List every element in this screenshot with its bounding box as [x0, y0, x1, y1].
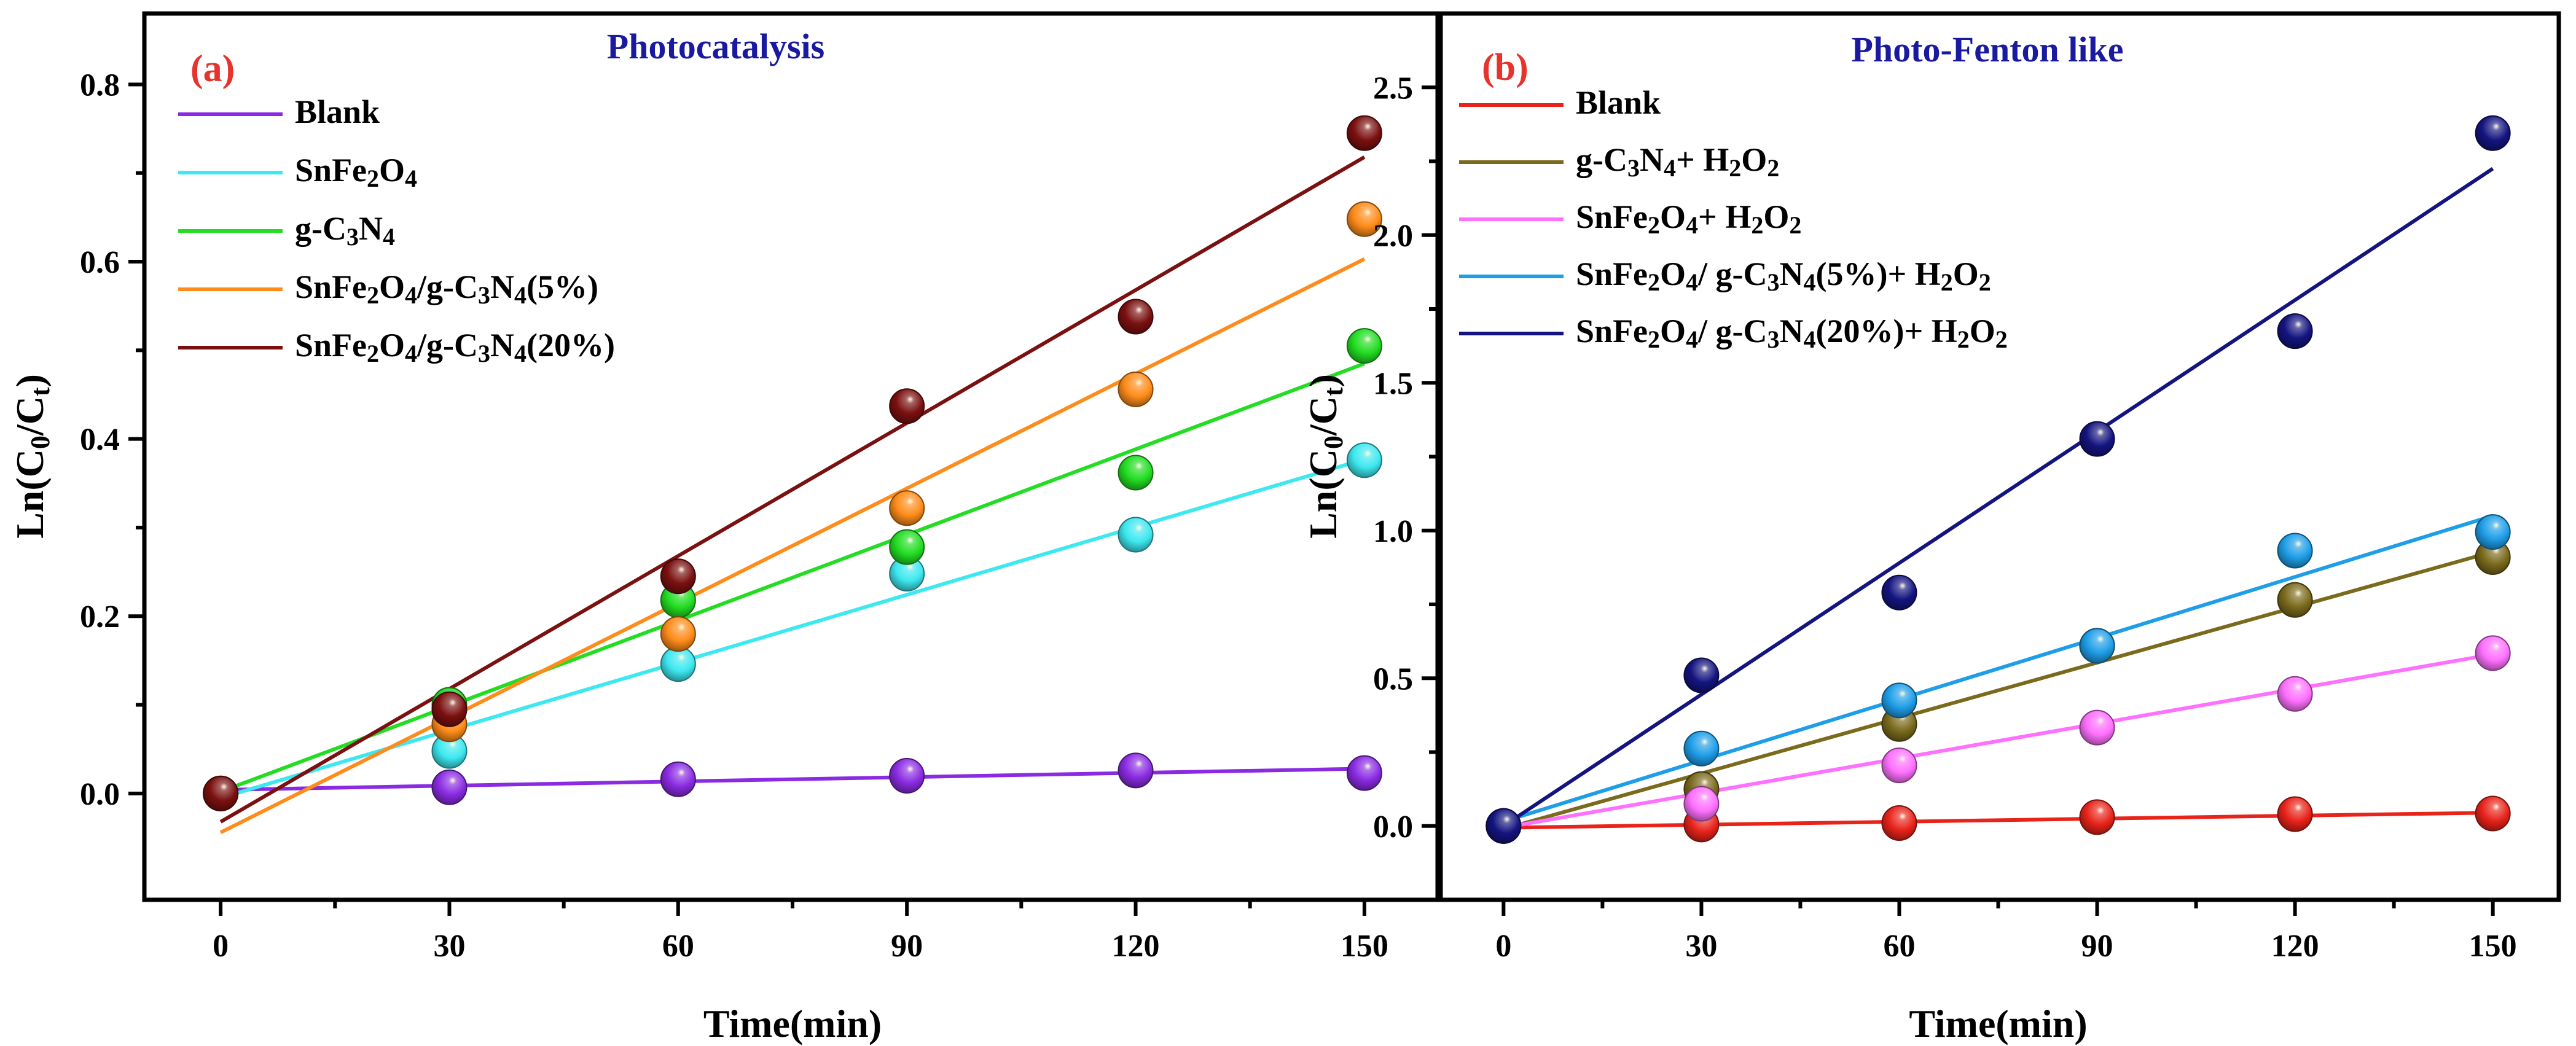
fit-line-snfe2o4-h2o2	[1503, 652, 2494, 830]
y-tick-label: 0.0	[80, 777, 120, 812]
legend-label: SnFe2O4/g-C3N4(5%)	[295, 268, 598, 309]
legend: Blank SnFe2O4 g-C3N4 SnFe2O4/g-C3N4(5%) SnF…	[178, 93, 615, 367]
x-tick-label: 0	[1495, 929, 1511, 964]
fit-line-snfe2o4-g-c3n4-5	[219, 257, 1366, 835]
data-point-snfe2o4	[1118, 517, 1154, 553]
y-tick-label: 0.4	[80, 423, 120, 458]
x-axis-label: Time(min)	[1909, 1002, 2087, 1045]
y-tick-label: 1.5	[1373, 366, 1413, 401]
data-point-snfe2o4-h2o2	[2277, 676, 2313, 712]
legend-label: SnFe2O4+ H2O2	[1576, 198, 1801, 239]
legend-label: Blank	[1576, 84, 1661, 121]
chart-photo-fenton-like: 0 30 60 90 120 150 0.0 0.5 1.0 1.5 2.0 2.5 Time(min)…	[1301, 11, 2561, 1045]
y-tick-label: 2.5	[1373, 71, 1413, 106]
y-tick-label: 0.5	[1373, 662, 1413, 697]
data-point-blank	[431, 769, 468, 805]
fit-line-snfe2o4-g-c3n4-20	[219, 155, 1366, 824]
data-point-g-c3n4	[1346, 328, 1382, 364]
data-point-g-c3n4	[1118, 455, 1154, 491]
data-point-blank	[2277, 796, 2313, 832]
data-point-blank	[2475, 795, 2511, 832]
data-point-snfe2o4-g-c3n4-5-h2o2	[2079, 628, 2115, 664]
data-point-snfe2o4-g-c3n4-5	[660, 616, 696, 652]
x-tick-label: 0	[213, 929, 229, 964]
y-axis-label: Ln(C0/Ct)	[1301, 374, 1349, 539]
chart-title: Photocatalysis	[607, 26, 824, 66]
plot-frame	[142, 11, 1443, 902]
data-point-g-c3n4-h2o2	[2277, 582, 2313, 618]
data-point-snfe2o4-g-c3n4-20	[1118, 299, 1154, 335]
data-point-blank	[660, 761, 696, 797]
data-point-snfe2o4-g-c3n4-20-h2o2	[1881, 574, 1917, 611]
data-point-snfe2o4-g-c3n4-5-h2o2	[2277, 533, 2313, 569]
data-point-snfe2o4-g-c3n4-20	[203, 775, 239, 811]
x-tick-label: 30	[1685, 929, 1717, 964]
legend-label: g-C3N4+ H2O2	[1576, 141, 1779, 182]
legend-label: SnFe2O4	[295, 152, 417, 192]
legend-label: SnFe2O4/ g-C3N4(20%)+ H2O2	[1576, 313, 2008, 353]
x-tick-label: 60	[662, 929, 694, 964]
legend-label: Blank	[295, 93, 380, 130]
fit-line-blank	[1503, 811, 2493, 830]
data-point-snfe2o4-h2o2	[1683, 786, 1720, 822]
data-point-snfe2o4-g-c3n4-5	[1118, 371, 1154, 407]
data-point-snfe2o4-g-c3n4-5	[889, 490, 925, 526]
y-tick-label: 0.8	[80, 68, 120, 103]
data-point-blank	[1346, 755, 1382, 791]
data-point-snfe2o4-g-c3n4-20-h2o2	[2475, 115, 2511, 151]
data-point-snfe2o4-g-c3n4-20-h2o2	[1683, 657, 1720, 693]
y-tick-label: 2.0	[1373, 219, 1413, 254]
x-tick-label: 150	[2469, 929, 2517, 964]
data-point-snfe2o4-g-c3n4-20	[1346, 115, 1382, 151]
panel-label: (b)	[1482, 47, 1529, 88]
fit-line-snfe2o4-g-c3n4-5-h2o2	[1503, 513, 2494, 824]
fit-line-snfe2o4-g-c3n4-20-h2o2	[1502, 167, 2494, 828]
fit-line-g-c3n4	[220, 362, 1365, 794]
data-point-snfe2o4	[1346, 442, 1382, 478]
data-point-snfe2o4-h2o2	[2079, 709, 2115, 746]
data-point-snfe2o4-h2o2	[1881, 747, 1917, 784]
data-point-snfe2o4-g-c3n4-5-h2o2	[2475, 514, 2511, 550]
x-tick-label: 90	[2081, 929, 2113, 964]
x-tick-label: 60	[1883, 929, 1915, 964]
x-tick-label: 30	[433, 929, 465, 964]
data-point-blank	[2079, 799, 2115, 835]
data-point-snfe2o4-g-c3n4-20-h2o2	[2277, 313, 2313, 349]
panel-label: (a)	[190, 48, 235, 90]
x-tick-label: 120	[1112, 929, 1160, 964]
data-point-snfe2o4	[660, 646, 696, 682]
y-tick-label: 0.0	[1373, 810, 1413, 845]
data-point-snfe2o4-g-c3n4-5	[1346, 201, 1382, 237]
fit-line-snfe2o4	[220, 457, 1365, 800]
legend-label: SnFe2O4/ g-C3N4(5%)+ H2O2	[1576, 256, 1991, 296]
data-point-snfe2o4-g-c3n4-20-h2o2	[2079, 421, 2115, 457]
data-point-snfe2o4-g-c3n4-20-h2o2	[1486, 808, 1522, 844]
chart-photocatalysis: 0 30 60 90 120 150 0.0 0.2 0.4 0.6 0.8 Time(min) Ln(…	[8, 11, 1443, 1045]
data-point-snfe2o4-g-c3n4-20	[660, 558, 696, 595]
y-tick-label: 1.0	[1373, 514, 1413, 549]
data-point-blank	[889, 757, 925, 794]
data-point-snfe2o4-g-c3n4-20	[431, 691, 468, 727]
y-tick-label: 0.6	[80, 245, 120, 280]
data-point-snfe2o4-g-c3n4-20	[889, 388, 925, 424]
legend-label: SnFe2O4/g-C3N4(20%)	[295, 327, 615, 367]
data-point-blank	[1118, 752, 1154, 789]
x-tick-label: 150	[1341, 929, 1388, 964]
data-point-snfe2o4-g-c3n4-5-h2o2	[1683, 730, 1720, 767]
y-tick-label: 0.2	[80, 599, 120, 634]
chart-title: Photo-Fenton like	[1851, 29, 2123, 69]
data-point-snfe2o4-g-c3n4-5-h2o2	[1881, 682, 1917, 719]
y-axis-label: Ln(C0/Ct)	[8, 374, 55, 539]
x-tick-label: 120	[2271, 929, 2319, 964]
fit-line-g-c3n4-h2o2	[1503, 550, 2494, 831]
data-point-blank	[1881, 805, 1917, 841]
x-tick-label: 90	[891, 929, 923, 964]
data-point-g-c3n4	[889, 529, 925, 565]
legend-label: g-C3N4	[295, 210, 395, 251]
x-axis-label: Time(min)	[703, 1002, 882, 1045]
fit-line-blank	[221, 767, 1364, 792]
legend: Blank g-C3N4+ H2O2 SnFe2O4+ H2O2 SnFe2O4/ g…	[1459, 84, 2008, 353]
data-point-snfe2o4-h2o2	[2475, 635, 2511, 671]
